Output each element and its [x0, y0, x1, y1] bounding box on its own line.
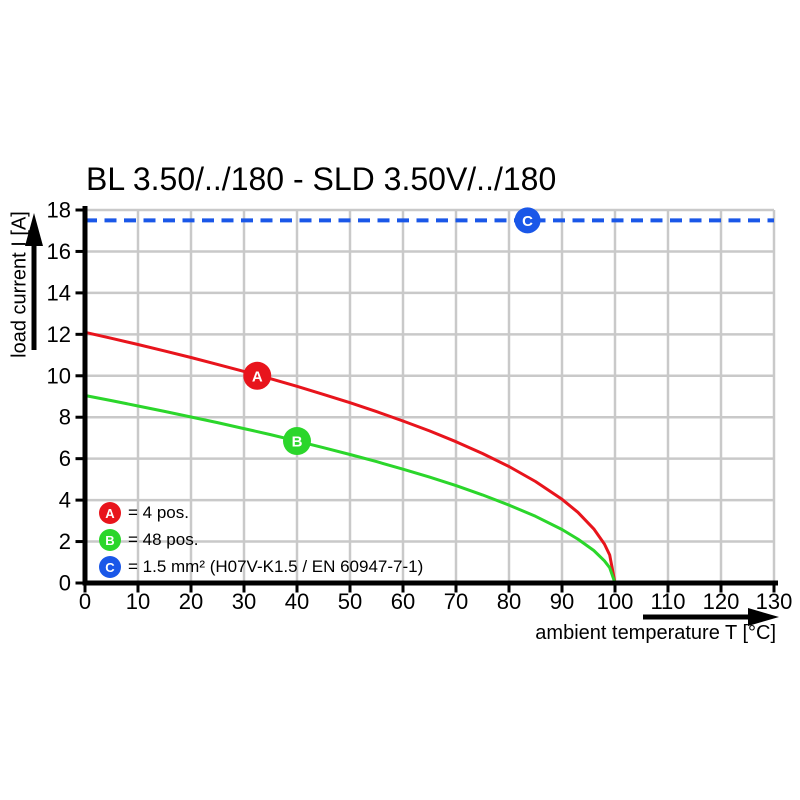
legend-label-a: = 4 pos. — [128, 503, 189, 522]
legend-item-a: A = 4 pos. — [99, 502, 423, 524]
data-curves — [84, 218, 774, 584]
x-tick-label: 80 — [497, 589, 521, 614]
x-tick-label: 40 — [285, 589, 309, 614]
x-tick-label: 0 — [79, 589, 91, 614]
x-tick-label: 90 — [550, 589, 574, 614]
axes: 0 10 20 30 40 50 60 70 80 90 100 110 120 130 0 2 4 6 8 10 12… — [47, 198, 793, 615]
marker-circle-A — [243, 361, 272, 390]
y-tick-label: 18 — [47, 198, 71, 223]
x-tick-label: 30 — [232, 589, 256, 614]
legend-item-c: C = 1.5 mm² (H07V-K1.5 / EN 60947-7-1) — [99, 556, 423, 578]
legend-marker-a-icon: A — [99, 502, 121, 524]
legend-marker-b-icon: B — [99, 529, 121, 551]
marker-circle-C — [514, 207, 541, 234]
legend-marker-c-icon: C — [99, 556, 121, 578]
x-tick-label: 120 — [703, 589, 740, 614]
x-tick-label: 110 — [650, 589, 685, 614]
y-tick-label: 0 — [59, 571, 71, 596]
y-axis-label: load current I [A] — [8, 211, 31, 358]
grid-lines — [85, 208, 776, 583]
marker-letter-A: A — [252, 368, 263, 385]
y-tick-label: 14 — [47, 280, 71, 305]
legend-label-c: = 1.5 mm² (H07V-K1.5 / EN 60947-7-1) — [128, 557, 424, 576]
x-tick-label: 50 — [338, 589, 362, 614]
y-tick-label: 4 — [59, 488, 71, 513]
x-tick-label: 130 — [756, 589, 793, 614]
y-tick-label: 12 — [47, 322, 71, 347]
curve-markers: A B C — [243, 207, 541, 456]
x-tick-label: 60 — [391, 589, 415, 614]
y-tick-label: 8 — [59, 405, 71, 430]
y-tick-label: 6 — [59, 446, 71, 471]
x-axis-arrow-icon — [643, 608, 779, 626]
x-tick-label: 100 — [597, 589, 634, 614]
marker-circle-B — [283, 427, 311, 456]
y-tick-label: 10 — [47, 363, 71, 388]
y-axis-arrow-icon — [25, 213, 43, 350]
legend-label-b: = 48 pos. — [128, 530, 199, 549]
curve-B — [84, 394, 617, 584]
x-axis-label: ambient temperature T [°C] — [535, 622, 776, 644]
chart-title: BL 3.50/../180 - SLD 3.50V/../180 — [86, 161, 557, 197]
y-tick-label: 16 — [47, 239, 71, 264]
legend-item-b: B = 48 pos. — [99, 529, 423, 551]
marker-letter-C: C — [522, 213, 533, 230]
x-tick-label: 10 — [126, 589, 150, 614]
x-tick-label: 20 — [179, 589, 203, 614]
legend: A = 4 pos. B = 48 pos. C = 1.5 mm² (H07V… — [99, 502, 423, 578]
marker-letter-B: B — [292, 434, 303, 451]
curve-A — [84, 330, 617, 584]
x-tick-label: 70 — [444, 589, 468, 614]
y-tick-label: 2 — [59, 529, 71, 554]
